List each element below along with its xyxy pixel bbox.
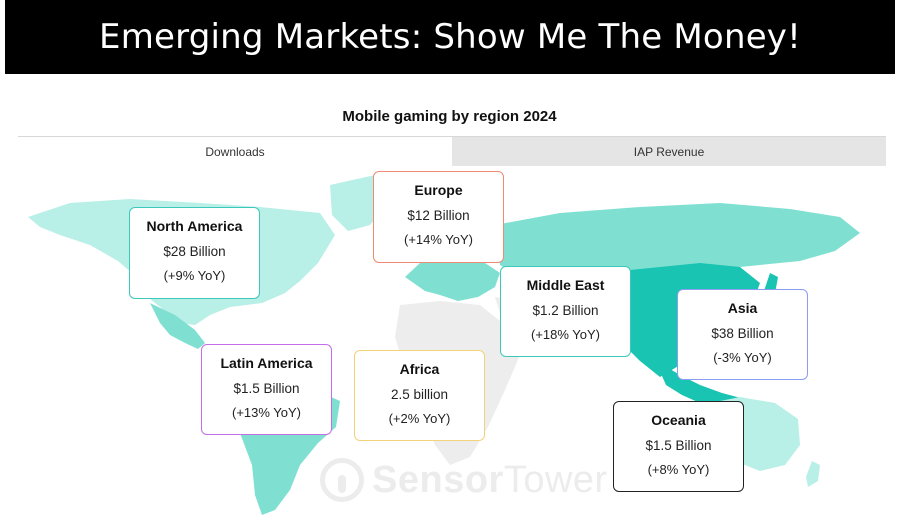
card-region-value: $12 Billion xyxy=(407,208,470,223)
card-region-value: $1.2 Billion xyxy=(532,303,599,318)
card-region-name: Middle East xyxy=(526,277,605,293)
card-region-growth: (+13% YoY) xyxy=(231,405,302,420)
watermark-text: SensorTower xyxy=(372,458,608,501)
card-region-value: $28 Billion xyxy=(163,244,226,259)
card-region-growth: (+18% YoY) xyxy=(530,327,601,342)
slide-title: Emerging Markets: Show Me The Money! xyxy=(99,17,801,57)
tab-downloads[interactable]: Downloads xyxy=(18,137,452,166)
card-region-growth: (+2% YoY) xyxy=(388,411,451,426)
card-middle-east: Middle East $1.2 Billion (+18% YoY) xyxy=(500,266,631,357)
card-region-growth: (+9% YoY) xyxy=(163,268,226,283)
card-region-name: Africa xyxy=(399,361,440,377)
card-latin-america: Latin America $1.5 Billion (+13% YoY) xyxy=(201,344,332,435)
card-region-growth: (+14% YoY) xyxy=(403,232,474,247)
card-region-growth: (+8% YoY) xyxy=(647,462,710,477)
map-region-southeast-asia[interactable] xyxy=(655,360,752,411)
card-region-name: Asia xyxy=(727,300,758,316)
card-oceania: Oceania $1.5 Billion (+8% YoY) xyxy=(613,401,744,492)
card-africa: Africa 2.5 billion (+2% YoY) xyxy=(354,350,485,441)
chart-title: Mobile gaming by region 2024 xyxy=(342,108,557,125)
card-region-name: Oceania xyxy=(651,412,706,428)
map-region-north-asia[interactable] xyxy=(495,203,860,279)
map-region-new-zealand xyxy=(806,461,820,487)
card-region-growth: (-3% YoY) xyxy=(713,350,772,365)
card-region-value: $1.5 Billion xyxy=(233,381,300,396)
card-region-name: North America xyxy=(146,218,243,234)
card-europe: Europe $12 Billion (+14% YoY) xyxy=(373,171,504,263)
sensor-tower-watermark: SensorTower xyxy=(320,458,608,502)
card-region-value: $38 Billion xyxy=(711,326,774,341)
card-north-america: North America $28 Billion (+9% YoY) xyxy=(129,207,260,299)
card-asia: Asia $38 Billion (-3% YoY) xyxy=(677,289,808,380)
card-region-name: Latin America xyxy=(220,355,313,371)
map-region-central-america[interactable] xyxy=(150,303,205,349)
sensor-tower-logo-icon xyxy=(320,458,364,502)
title-banner: Emerging Markets: Show Me The Money! xyxy=(5,0,895,74)
card-region-value: 2.5 billion xyxy=(390,387,449,402)
tab-bar: Downloads IAP Revenue xyxy=(18,136,886,166)
card-region-value: $1.5 Billion xyxy=(645,438,712,453)
map-region-europe[interactable] xyxy=(405,257,500,301)
card-region-name: Europe xyxy=(414,182,463,198)
tab-iap-revenue[interactable]: IAP Revenue xyxy=(452,137,886,166)
